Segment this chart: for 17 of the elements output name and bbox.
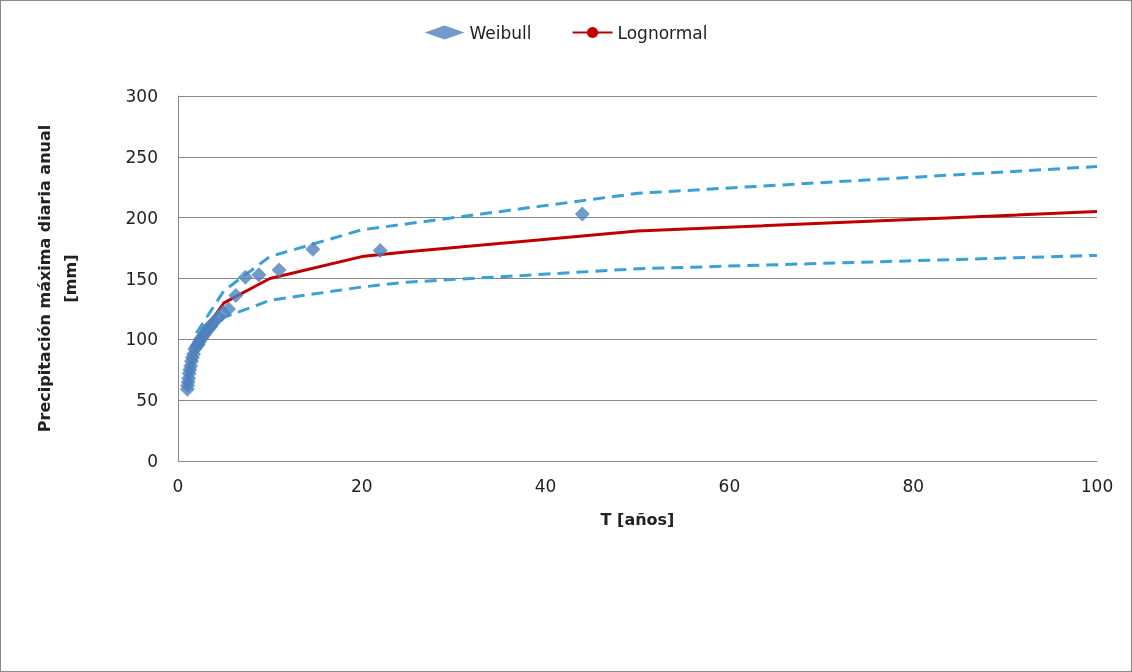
y-tick-label: 100	[125, 329, 158, 350]
x-axis-title: T [años]	[600, 509, 675, 529]
x-tick-label: 60	[718, 475, 741, 496]
y-tick-label: 150	[125, 268, 158, 289]
y-tick-label: 250	[125, 146, 158, 167]
x-tick-label: 20	[350, 475, 373, 496]
y-tick-label: 200	[125, 207, 158, 228]
y-tick-label: 300	[125, 86, 158, 106]
legend-label: Weibull	[469, 22, 532, 43]
legend-label: Lognormal	[617, 22, 708, 43]
y-axis-title: Precipitación máxima diaria anual [mm]	[34, 124, 80, 433]
x-tick-label: 100	[1080, 475, 1114, 496]
x-tick-label: 0	[172, 475, 184, 496]
y-tick-label: 0	[147, 451, 158, 471]
x-tick-label: 40	[534, 475, 557, 496]
y-tick-label: 50	[136, 390, 158, 411]
x-tick-label: 80	[902, 475, 925, 496]
